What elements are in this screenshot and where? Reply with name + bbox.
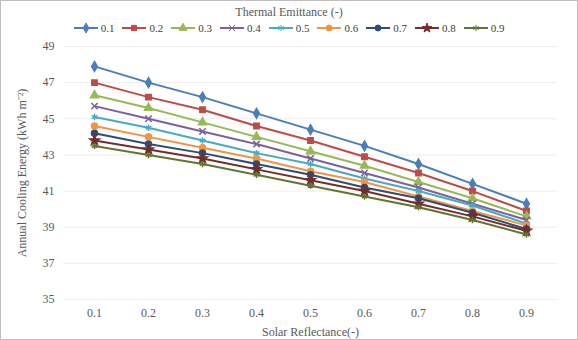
svg-text:0.6: 0.6 bbox=[357, 306, 372, 320]
html-text:0.4: 0.4 bbox=[246, 22, 261, 34]
html-text:0.9: 0.9 bbox=[490, 22, 505, 34]
svg-text:0.2: 0.2 bbox=[141, 306, 156, 320]
svg-text:0.3: 0.3 bbox=[195, 306, 210, 320]
svg-text:Annual Cooling Energy (kWh m⁻²: Annual Cooling Energy (kWh m⁻²) bbox=[15, 89, 29, 258]
svg-text:Solar Reflectance(-): Solar Reflectance(-) bbox=[262, 325, 359, 339]
svg-text:0.8: 0.8 bbox=[465, 306, 480, 320]
svg-text:0.7: 0.7 bbox=[411, 306, 426, 320]
svg-text:43: 43 bbox=[43, 148, 55, 162]
svg-text:39: 39 bbox=[43, 220, 55, 234]
html-text:0.8: 0.8 bbox=[441, 22, 456, 34]
svg-text:0.9: 0.9 bbox=[519, 306, 534, 320]
svg-text:0.1: 0.1 bbox=[87, 306, 102, 320]
html-text:0.3: 0.3 bbox=[198, 22, 212, 34]
svg-text:35: 35 bbox=[43, 292, 55, 306]
html-text:0.6: 0.6 bbox=[344, 22, 359, 34]
svg-text:49: 49 bbox=[43, 39, 55, 53]
html-text:Thermal Emittance (-): Thermal Emittance (-) bbox=[235, 5, 343, 19]
html-text:0.5: 0.5 bbox=[295, 22, 310, 34]
svg-text:41: 41 bbox=[43, 184, 55, 198]
svg-text:0.4: 0.4 bbox=[249, 306, 264, 320]
html-text:0.2: 0.2 bbox=[149, 22, 164, 34]
html-text:0.1: 0.1 bbox=[100, 22, 115, 34]
svg-text:45: 45 bbox=[43, 112, 55, 126]
svg-text:0.5: 0.5 bbox=[303, 306, 318, 320]
html-text:0.7: 0.7 bbox=[393, 22, 407, 34]
svg-text:37: 37 bbox=[43, 256, 55, 270]
svg-text:47: 47 bbox=[43, 75, 55, 89]
